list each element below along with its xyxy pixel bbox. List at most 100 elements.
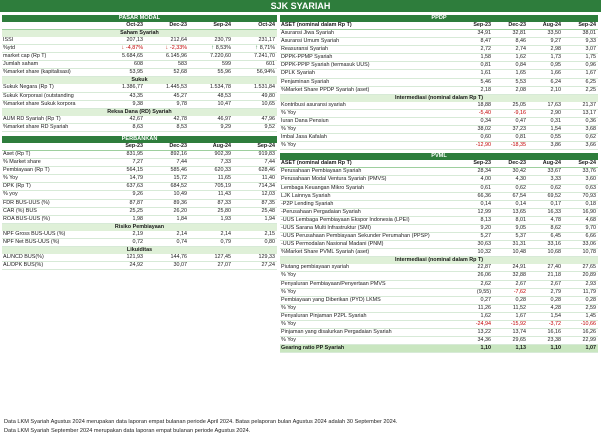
- cell-value: 42,78: [145, 116, 189, 123]
- row-label: AL/NCD BUS(%): [3, 253, 44, 260]
- cell-text: 2,18: [480, 86, 492, 93]
- perbankan-col-header: Sep-23 Dec-23 Aug-24 Sep-24: [2, 143, 277, 151]
- cell-text: 53,95: [129, 69, 144, 76]
- subheader-likuiditas: Likuiditas: [2, 246, 277, 254]
- row-label: % Market share: [3, 159, 41, 166]
- cell-text: 3,33: [550, 176, 562, 183]
- cell-text: 0,80: [264, 238, 276, 245]
- cell-text: -4,87%: [125, 45, 143, 52]
- column-header: Aug-24: [542, 22, 561, 28]
- cell-text: 31,31: [512, 241, 527, 248]
- cell-text: 22,87: [477, 264, 492, 271]
- table-row: Kontribusi asuransi syariah 18,88 25,05 17,…: [280, 102, 598, 110]
- cell-text: 1,62: [515, 54, 527, 61]
- table-row: % Market share 7,27 7,44 7,33 7,44: [2, 159, 277, 168]
- cell-value: 1,10: [458, 345, 493, 352]
- cell-text: 9,27: [550, 38, 562, 45]
- cell-value: 2,74: [493, 46, 528, 53]
- cell-text: 17,63: [547, 101, 562, 108]
- cell-text: 2,15: [264, 230, 276, 237]
- cell-value: 2,62: [458, 281, 493, 288]
- page-title: SJK SYARIAH: [0, 0, 601, 12]
- cell-value: 8,13: [458, 217, 493, 224]
- table-row: %market share RD Syariah 8,63 8,53 9,29 9,52: [2, 124, 277, 132]
- cell-value: 21,18: [528, 272, 563, 279]
- cell-text: 13,74: [512, 329, 527, 336]
- cell-value: 2,93: [563, 281, 598, 288]
- cell-value: 27,24: [233, 262, 277, 269]
- cell-value: 1,73: [528, 54, 563, 61]
- header-label: ASET (nominal dalam Rp T): [281, 160, 352, 167]
- ppdp-aset-header: ASET (nominal dalam Rp T) Sep-23 Dec-23 Aug…: [280, 22, 598, 30]
- cell-text: 4,30: [515, 176, 527, 183]
- cell-text: 0,55: [550, 134, 562, 141]
- cell-text: 34,91: [477, 30, 492, 36]
- cell-value: 3,68: [563, 126, 598, 133]
- cell-value: 9,29: [189, 124, 233, 131]
- cell-text: 3,86: [550, 142, 562, 149]
- cell-value: 69,52: [528, 193, 563, 200]
- cell-text: 7,33: [220, 159, 232, 166]
- cell-text: 1.386,77: [122, 84, 143, 91]
- cell-text: 89,36: [173, 199, 188, 206]
- cell-text: 0,34: [480, 117, 492, 124]
- cell-value: 1,54: [528, 313, 563, 320]
- cell-text: 7,44: [176, 159, 188, 166]
- table-row: NPF Net BUS-UUS (%) 0,72 0,74 0,79 0,80: [2, 239, 277, 247]
- row-label: % Yoy: [281, 272, 296, 279]
- cell-value: 12,03: [233, 191, 277, 198]
- row-label: DPK (Rp T): [3, 183, 31, 190]
- cell-value: 1,07: [563, 345, 598, 352]
- table-row: % Yoy -12,90 -18,35 3,86 3,66: [280, 142, 598, 151]
- cell-text: 0,74: [176, 238, 188, 245]
- cell-text: 6,25: [585, 78, 597, 85]
- cell-text: 24,92: [129, 262, 144, 269]
- cell-value: 87,33: [189, 200, 233, 207]
- column-header: Dec-23: [508, 160, 526, 167]
- cell-text: 38,02: [477, 126, 492, 133]
- cell-text: 13,17: [582, 109, 597, 116]
- cell-text: 47,96: [261, 115, 276, 122]
- row-label: AL/DPK BUS(%): [3, 262, 44, 269]
- cell-value: 2,72: [458, 46, 493, 53]
- cell-value: 0,62: [493, 185, 528, 192]
- cell-value: 49,80: [233, 93, 277, 100]
- cell-value: 25,05: [493, 102, 528, 109]
- row-label: Imbal Jasa Kafalah: [281, 134, 327, 141]
- cell-text: 33,67: [547, 168, 562, 175]
- cell-value: -9,16: [493, 110, 528, 117]
- table-row: % Yoy 26,06 32,88 21,18 20,89: [280, 272, 598, 281]
- row-label: Sukuk Negara (Rp T): [3, 84, 54, 91]
- cell-text: 10,32: [477, 249, 492, 256]
- column-header: Dec-23: [169, 142, 187, 149]
- cell-value: 121,93: [101, 254, 145, 261]
- cell-value: 25,80: [189, 208, 233, 215]
- cell-text: 25,25: [129, 207, 144, 214]
- cell-value: 2,18: [458, 87, 493, 94]
- cell-value: 0,34: [458, 118, 493, 125]
- row-label: %market share Sukuk korpora: [3, 100, 76, 107]
- cell-text: 1,93: [220, 215, 232, 222]
- subheader-ppdp-intermediasi: Intermediasi (nominal dalam Rp T): [280, 94, 598, 102]
- row-label: DPPK-PPMP Syariah: [281, 54, 333, 61]
- cell-value: 87,35: [233, 200, 277, 207]
- cell-text: 831,95: [126, 150, 144, 157]
- cell-value: 620,33: [189, 167, 233, 174]
- cell-value: 7,44: [145, 159, 189, 166]
- cell-text: 1,54: [550, 126, 562, 133]
- cell-value: 0,84: [493, 62, 528, 69]
- cell-text: 29,65: [512, 337, 527, 344]
- row-label: % Yoy: [281, 109, 296, 116]
- table-row: AUM RD Syariah (Rp T) 42,67 42,78 46,97 47,9…: [2, 116, 277, 124]
- cell-text: 5,46: [480, 78, 492, 85]
- table-row: %ytd ↓ -4,87% ↓ -2,33% ↑ 8,53% ↑ 8,71%: [2, 45, 277, 54]
- table-row: Sukuk Korporasi (outstanding 43,35 45,27 48…: [2, 93, 277, 101]
- cell-text: -9,16: [513, 109, 526, 116]
- cell-text: 32,88: [512, 272, 527, 279]
- cell-value: 585,46: [145, 167, 189, 174]
- cell-value: 33,50: [528, 30, 563, 37]
- cell-text: 42,67: [129, 115, 144, 122]
- table-row: Gearing ratio PP Syariah 1,10 1,13 1,10 1,07: [280, 345, 598, 354]
- cell-value: (9,55): [458, 289, 493, 296]
- table-row: %Market Share PPDP Syariah (aset) 2,18 2,0…: [280, 87, 598, 95]
